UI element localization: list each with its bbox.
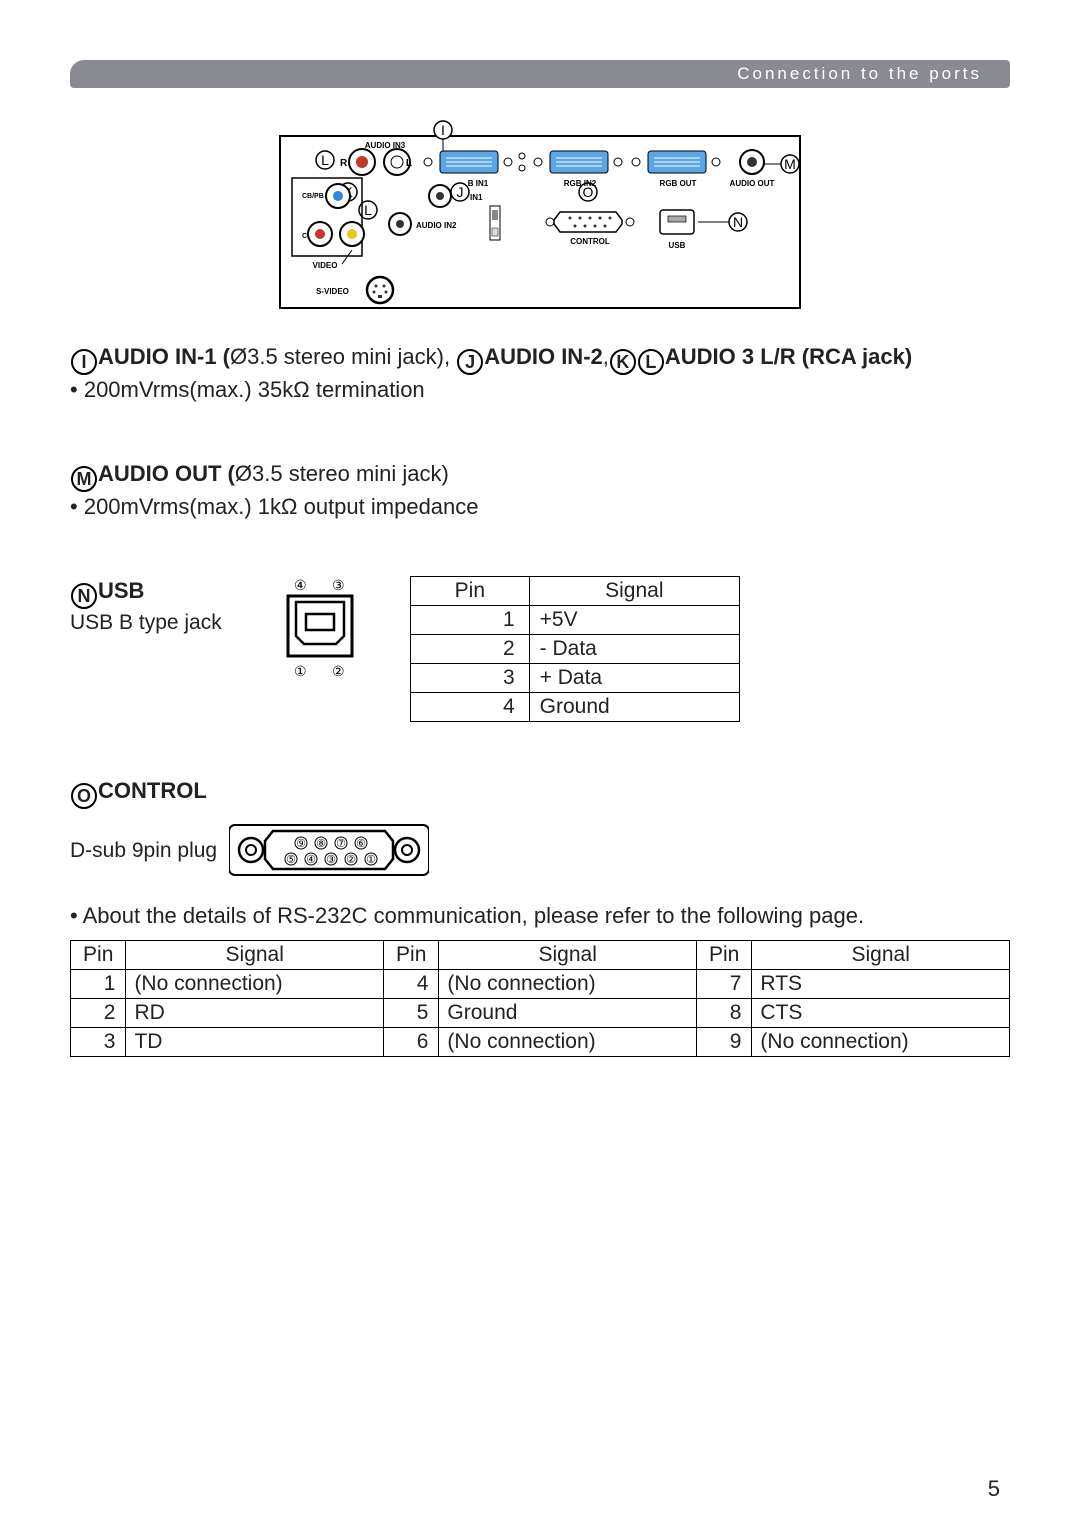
audio-in1-label: AUDIO IN-1 (	[98, 344, 230, 369]
svg-text:RGB OUT: RGB OUT	[660, 179, 697, 188]
usb-sub: USB B type jack	[70, 611, 230, 635]
svg-text:⑥: ⑥	[356, 838, 366, 850]
page-number: 5	[988, 1476, 1000, 1502]
audio-out-section: MAUDIO OUT (Ø3.5 stereo mini jack) 200mV…	[70, 459, 1010, 522]
svg-text:USB: USB	[669, 241, 686, 250]
svg-text:①: ①	[366, 854, 376, 866]
usb-title: USB	[98, 578, 144, 603]
svg-text:④: ④	[294, 577, 307, 593]
svg-text:⑨: ⑨	[296, 838, 306, 850]
svg-text:L: L	[406, 158, 412, 169]
svg-text:N: N	[733, 214, 743, 230]
callout-J: J	[457, 349, 483, 375]
svg-text:L: L	[364, 202, 372, 218]
callout-M: M	[71, 466, 97, 492]
control-sub: D-sub 9pin plug	[70, 839, 217, 863]
svg-text:AUDIO OUT: AUDIO OUT	[730, 179, 775, 188]
audio-out-jack: Ø3.5 stereo mini jack)	[235, 461, 449, 486]
port-diagram: I J K L L M N	[70, 118, 1010, 318]
callout-N: N	[71, 583, 97, 609]
svg-text:①: ①	[294, 663, 307, 679]
svg-text:J: J	[457, 184, 464, 200]
svg-text:M: M	[784, 156, 796, 172]
svg-text:⑧: ⑧	[316, 838, 326, 850]
control-title: CONTROL	[98, 778, 207, 803]
port-diagram-svg: I J K L L M N	[260, 118, 820, 318]
usb-section: NUSB USB B type jack ④ ③ ① ② Pin Signal …	[70, 576, 1010, 722]
svg-text:⑦: ⑦	[336, 838, 346, 850]
section-header-title: Connection to the ports	[737, 64, 982, 84]
svg-text:IN1: IN1	[470, 193, 483, 202]
callout-I: I	[71, 349, 97, 375]
callout-L: L	[638, 349, 664, 375]
section-header-bar: Connection to the ports	[70, 60, 1010, 88]
dsub9-diagram: ⑨ ⑧ ⑦ ⑥ ⑤ ④ ③ ② ①	[229, 813, 429, 887]
control-pin-table: Pin Signal Pin Signal Pin Signal 1(No co…	[70, 940, 1010, 1057]
control-note: About the details of RS-232C communicati…	[70, 901, 1010, 931]
usb-pin-table: Pin Signal 1+5V 2- Data 3+ Data 4Ground	[410, 576, 740, 722]
usb-th-signal: Signal	[529, 576, 739, 605]
svg-text:RGB IN2: RGB IN2	[564, 179, 597, 188]
audio-in1-jack: Ø3.5 stereo mini jack),	[230, 344, 456, 369]
audio-out-spec: 200mVrms(max.) 1kΩ output impedance	[70, 492, 1010, 522]
svg-text:VIDEO: VIDEO	[313, 261, 338, 270]
svg-text:③: ③	[332, 577, 345, 593]
svg-text:⑤: ⑤	[286, 854, 296, 866]
audio-in2-label: AUDIO IN-2	[484, 344, 603, 369]
audio-in-section: IAUDIO IN-1 (Ø3.5 stereo mini jack), JAU…	[70, 342, 1010, 405]
svg-text:I: I	[441, 122, 445, 138]
usb-jack-diagram: ④ ③ ① ②	[270, 576, 370, 686]
audio-out-label: AUDIO OUT (	[98, 461, 235, 486]
svg-text:CONTROL: CONTROL	[570, 237, 610, 246]
callout-O: O	[71, 783, 97, 809]
svg-text:S-VIDEO: S-VIDEO	[316, 287, 349, 296]
comma: ,	[603, 344, 609, 369]
svg-text:L: L	[321, 152, 329, 168]
audio3-label: AUDIO 3 L/R (RCA jack)	[665, 344, 912, 369]
svg-text:②: ②	[332, 663, 345, 679]
svg-text:④: ④	[306, 854, 316, 866]
svg-text:CB/PB: CB/PB	[302, 193, 324, 200]
svg-text:AUDIO IN2: AUDIO IN2	[416, 221, 457, 230]
audio-in-spec: 200mVrms(max.) 35kΩ termination	[70, 375, 1010, 405]
svg-text:③: ③	[326, 854, 336, 866]
callout-K: K	[610, 349, 636, 375]
control-section: OCONTROL D-sub 9pin plug ⑨ ⑧ ⑦ ⑥	[70, 776, 1010, 1058]
svg-text:R: R	[340, 158, 348, 169]
svg-text:B IN1: B IN1	[468, 179, 489, 188]
usb-th-pin: Pin	[411, 576, 530, 605]
svg-text:②: ②	[346, 854, 356, 866]
